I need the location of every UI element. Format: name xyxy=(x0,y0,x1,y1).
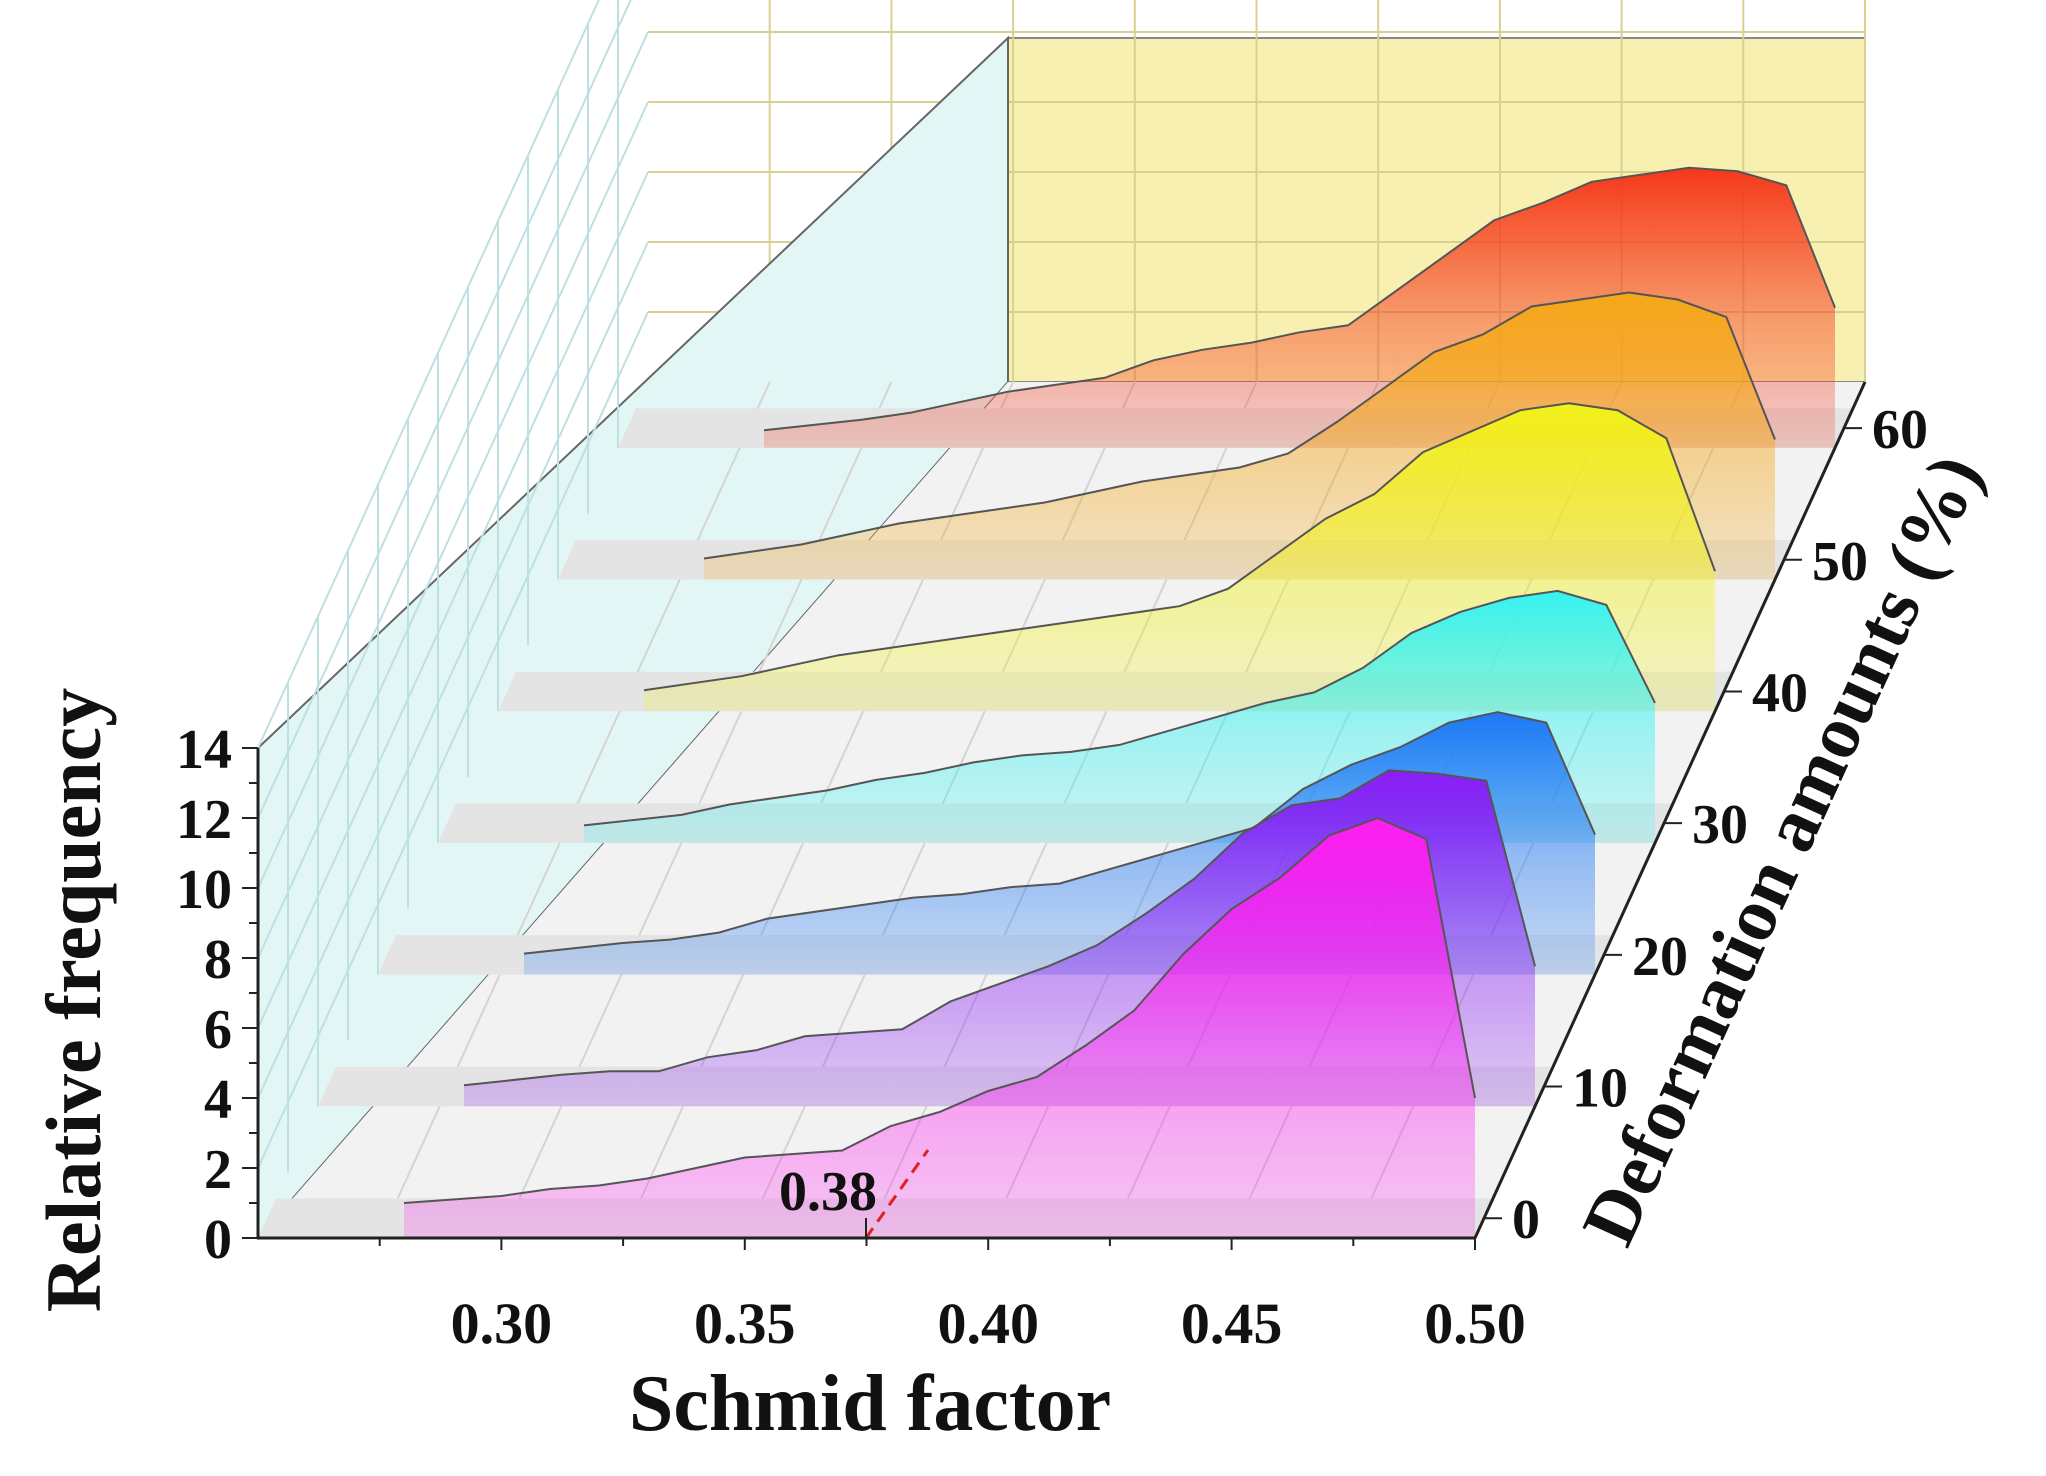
x-axis-title: Schmid factor xyxy=(629,1360,1111,1448)
y-tick-label: 8 xyxy=(204,929,232,991)
series-line-30 xyxy=(583,589,1656,827)
z-tick-label: 50 xyxy=(1812,531,1868,593)
y-axis-title: Relative frequency xyxy=(30,688,117,1313)
y-tick-label: 14 xyxy=(176,719,232,781)
series-line-0 xyxy=(403,816,1476,1204)
annotation-dashed-line xyxy=(864,1149,930,1239)
left-grid-line xyxy=(257,0,632,819)
series-line-60 xyxy=(763,166,1836,432)
y-tick-label: 2 xyxy=(204,1139,232,1201)
x-axis-ticks: 0.30 0.35 0.40 0.45 0.50 xyxy=(378,1238,1526,1356)
y-tick-label: 12 xyxy=(176,789,232,851)
left-grid-line xyxy=(257,31,649,889)
z-tick-label: 40 xyxy=(1752,662,1808,724)
y-axis-ticks: 0 2 4 6 8 10 12 14 xyxy=(176,719,258,1271)
x-tick-label: 0.30 xyxy=(451,1291,553,1356)
x-tick-label: 0.50 xyxy=(1424,1291,1526,1356)
z-axis-line xyxy=(1473,381,1867,1239)
annotation-label: 0.38 xyxy=(779,1161,877,1223)
series-line-10 xyxy=(463,769,1536,1087)
x-tick-label: 0.35 xyxy=(694,1291,796,1356)
left-grid-line xyxy=(257,311,649,1169)
y-tick-label: 4 xyxy=(204,1069,232,1131)
z-tick-label: 10 xyxy=(1572,1058,1628,1120)
series-area-0 xyxy=(404,818,1475,1238)
series-line-40 xyxy=(643,402,1716,692)
z-tick-label: 20 xyxy=(1632,926,1688,988)
series-line-50 xyxy=(703,291,1776,560)
left-grid-line xyxy=(257,241,649,1099)
y-tick-label: 10 xyxy=(176,859,232,921)
data-slices xyxy=(258,166,1853,1238)
left-grid-line xyxy=(257,101,649,959)
y-tick-label: 6 xyxy=(204,999,232,1061)
series-line-20 xyxy=(523,711,1596,955)
z-tick-label: 0 xyxy=(1512,1189,1540,1251)
y-tick-label: 0 xyxy=(204,1209,232,1271)
x-tick-label: 0.45 xyxy=(1181,1291,1283,1356)
left-wall-grid xyxy=(257,0,649,1173)
left-grid-line xyxy=(257,171,649,1029)
z-axis-ticks: 0 10 20 30 40 50 60 xyxy=(1484,399,1928,1251)
x-tick-label: 0.40 xyxy=(937,1291,1039,1356)
z-tick-label: 30 xyxy=(1692,794,1748,856)
z-tick-label: 60 xyxy=(1872,399,1928,461)
left-grid-line xyxy=(257,0,600,749)
